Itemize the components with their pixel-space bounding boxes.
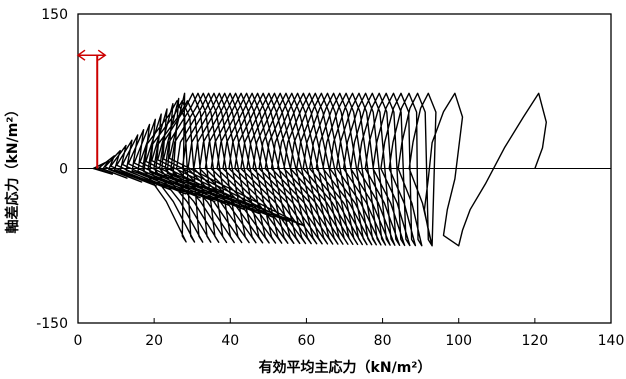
annotation-arrow-right-head xyxy=(97,49,107,61)
y-tick-label: 0 xyxy=(59,162,68,178)
series-layer xyxy=(92,92,547,247)
x-tick-label: 0 xyxy=(74,333,83,349)
x-tick-label: 20 xyxy=(145,333,163,349)
y-tick-label: -150 xyxy=(36,316,68,332)
x-tick-label: 40 xyxy=(221,333,239,349)
stress-path-series xyxy=(92,92,547,247)
x-tick-label: 100 xyxy=(445,333,472,349)
x-tick-label: 120 xyxy=(521,333,548,349)
x-tick-label: 60 xyxy=(298,333,316,349)
y-tick-layer: 150 0 -150 xyxy=(36,7,83,332)
x-axis-title: 有効平均主応力（kN/m²） xyxy=(259,359,432,376)
x-tick-label: 140 xyxy=(598,333,625,349)
x-tick-label: 80 xyxy=(374,333,392,349)
annotation-layer xyxy=(76,49,107,169)
annotation-arrow-left-head xyxy=(76,49,86,61)
plot-area xyxy=(76,13,612,324)
y-axis-title: 軸差応力（kN/m²） xyxy=(4,103,21,234)
x-tick-layer: 0 20 40 60 80 100 120 140 xyxy=(74,318,625,349)
y-tick-label: 150 xyxy=(41,7,68,23)
